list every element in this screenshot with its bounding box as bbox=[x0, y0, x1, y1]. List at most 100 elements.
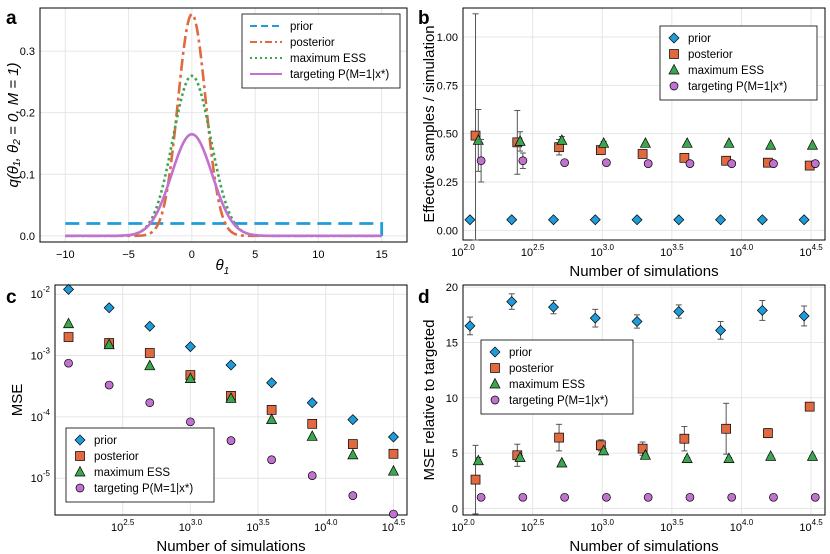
x-tick-label: −5 bbox=[122, 249, 135, 261]
legend-box bbox=[480, 339, 634, 415]
y-tick-label: 10-3 bbox=[31, 347, 51, 363]
x-axis-label: θ1 bbox=[216, 257, 230, 277]
legend-marker bbox=[669, 81, 679, 91]
legend-entry-label: posterior bbox=[509, 363, 554, 375]
y-axis-label: q(θ₁, θ₂ = 0, M = 1) bbox=[5, 62, 22, 187]
data-point-triangle bbox=[556, 134, 568, 145]
legend-entry-label: prior bbox=[688, 33, 711, 45]
data-point-square bbox=[347, 439, 358, 449]
x-tick-exponent: 3.5 bbox=[259, 518, 271, 527]
data-point-diamond bbox=[589, 312, 601, 324]
data-point-triangle bbox=[681, 452, 693, 463]
x-tick-exponent: 2.0 bbox=[464, 243, 476, 252]
y-tick-label: 0.25 bbox=[437, 177, 458, 189]
legend-marker bbox=[489, 377, 501, 389]
x-tick-exponent: 4.5 bbox=[394, 518, 406, 527]
x-axis-label: Number of simulations bbox=[569, 263, 718, 280]
x-tick-exponent: 2.0 bbox=[464, 518, 476, 527]
data-point-circle bbox=[685, 492, 695, 502]
data-point-diamond bbox=[506, 214, 518, 226]
y-tick-label: 10-5 bbox=[31, 469, 51, 485]
data-point-diamond bbox=[589, 214, 601, 226]
data-point-circle bbox=[226, 436, 236, 445]
data-point-square bbox=[144, 348, 155, 358]
legend-entry-label: maximum ESS bbox=[509, 379, 585, 391]
panel-b: 102.0 102.5 103.0 103.5 104.0 104.50.000.250.… bbox=[418, 7, 826, 280]
y-tick-label: 20 bbox=[446, 282, 458, 294]
x-tick-label: 103.0 bbox=[179, 518, 203, 534]
x-tick-label: 102.5 bbox=[521, 243, 545, 259]
data-point-triangle bbox=[266, 413, 278, 425]
data-point-triangle bbox=[184, 372, 196, 383]
data-point-diamond bbox=[631, 214, 643, 226]
data-point-square bbox=[804, 401, 815, 412]
data-point-circle bbox=[518, 492, 528, 502]
data-point-diamond bbox=[756, 214, 768, 226]
legend-entry-label: maximum ESS bbox=[94, 467, 170, 479]
data-point-circle bbox=[348, 491, 358, 500]
data-point-triangle bbox=[598, 137, 610, 148]
data-point-circle bbox=[560, 492, 569, 502]
x-tick-base: 10 bbox=[314, 522, 326, 534]
y-tick-exponent: -5 bbox=[43, 469, 51, 478]
y-tick-base: 10 bbox=[31, 412, 43, 424]
legend-marker bbox=[490, 363, 500, 373]
data-point-diamond bbox=[63, 283, 75, 295]
data-point-square bbox=[554, 432, 564, 443]
data-point-circle bbox=[104, 380, 114, 390]
data-point-circle bbox=[560, 158, 569, 168]
data-point-triangle bbox=[598, 444, 610, 456]
data-point-circle bbox=[602, 158, 611, 168]
data-point-circle bbox=[186, 417, 195, 427]
data-point-square bbox=[307, 418, 318, 429]
x-axis-label-subscript: 1 bbox=[224, 266, 230, 277]
data-point-diamond bbox=[464, 214, 476, 226]
data-point-triangle bbox=[723, 452, 735, 463]
panel-c: 102.5 103.0 103.5 104.0 104.510-510-410-310-… bbox=[6, 283, 408, 554]
x-tick-label: 104.5 bbox=[799, 518, 823, 534]
data-point-triangle bbox=[472, 454, 484, 466]
legend-box bbox=[65, 427, 215, 503]
data-point-diamond bbox=[306, 397, 318, 409]
y-tick-label: 0.00 bbox=[437, 225, 458, 237]
y-tick-label: 15 bbox=[446, 338, 458, 350]
x-tick-base: 10 bbox=[246, 522, 258, 534]
legend-entry-label: targeting P(M=1|x*) bbox=[509, 395, 608, 407]
y-axis-label: MSE bbox=[9, 384, 26, 417]
data-point-triangle bbox=[514, 451, 526, 462]
data-point-square bbox=[721, 423, 731, 434]
x-tick-label: 102.5 bbox=[111, 518, 135, 534]
x-tick-label: 103.5 bbox=[246, 518, 270, 534]
legend-box bbox=[241, 13, 401, 89]
panel-a: −10 −5 0 5 10 15 0.0 0.1 0.2 0.3 prior posterior max… bbox=[5, 7, 408, 277]
legend-marker bbox=[669, 49, 679, 59]
data-point-triangle bbox=[144, 359, 156, 371]
y-tick-label: 1.00 bbox=[437, 32, 458, 44]
x-tick-base: 10 bbox=[111, 522, 123, 534]
data-point-square bbox=[470, 474, 481, 485]
legend-entry-label: targeting P(M=1|x*) bbox=[688, 81, 787, 93]
data-point-circle bbox=[810, 159, 820, 168]
data-point-circle bbox=[64, 358, 73, 368]
data-point-circle bbox=[727, 492, 737, 502]
y-tick-label: 10-4 bbox=[31, 408, 51, 424]
y-tick-label: 0.50 bbox=[437, 129, 458, 141]
x-tick-exponent: 4.0 bbox=[742, 243, 754, 252]
data-point-triangle bbox=[103, 338, 115, 350]
data-point-triangle bbox=[681, 137, 693, 148]
data-point-triangle bbox=[225, 392, 237, 403]
data-point-triangle bbox=[306, 430, 318, 441]
data-point-triangle bbox=[639, 449, 651, 460]
x-tick-exponent: 2.5 bbox=[123, 518, 135, 527]
data-point-diamond bbox=[464, 320, 476, 332]
x-tick-label: 5 bbox=[252, 249, 258, 261]
y-tick-label: 10 bbox=[446, 393, 458, 405]
x-tick-label: 0 bbox=[189, 249, 195, 261]
x-tick-label: 102.0 bbox=[451, 518, 475, 534]
data-point-square bbox=[763, 428, 773, 439]
x-tick-exponent: 2.5 bbox=[533, 243, 545, 252]
legend-marker bbox=[75, 483, 85, 493]
data-point-diamond bbox=[144, 320, 156, 332]
data-point-square bbox=[679, 152, 690, 163]
x-tick-label: 104.0 bbox=[730, 518, 754, 534]
